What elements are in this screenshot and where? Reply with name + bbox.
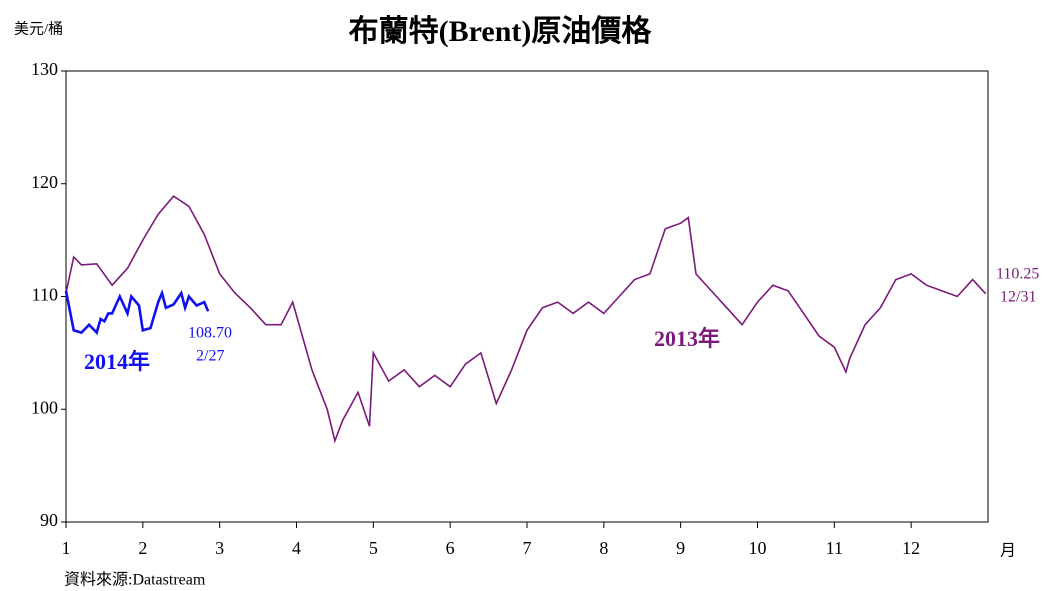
x-tick-label: 8 bbox=[599, 538, 608, 558]
x-tick-label: 7 bbox=[523, 538, 532, 558]
source-note: 資料來源:Datastream bbox=[64, 571, 206, 589]
x-tick-label: 3 bbox=[215, 538, 224, 558]
x-tick-label: 4 bbox=[292, 538, 301, 558]
x-tick-label: 5 bbox=[369, 538, 378, 558]
series-line bbox=[64, 289, 210, 336]
x-tick-label: 12 bbox=[902, 538, 920, 558]
value-annotation: 110.25 bbox=[996, 266, 1039, 283]
value-annotation: 108.70 bbox=[188, 325, 232, 342]
y-tick-label: 120 bbox=[31, 172, 58, 192]
plot-frame bbox=[65, 70, 989, 523]
value-annotation: 2/27 bbox=[196, 348, 224, 365]
x-tick-label: 6 bbox=[446, 538, 455, 558]
y-tick-label: 90 bbox=[40, 510, 58, 530]
x-tick-label: 9 bbox=[676, 538, 685, 558]
y-tick-label: 130 bbox=[31, 59, 58, 79]
y-axis-label: 美元/桶 bbox=[14, 20, 63, 37]
chart-title: 布蘭特(Brent)原油價格 bbox=[349, 15, 653, 48]
series-label: 2014年 bbox=[84, 349, 150, 374]
y-tick-label: 100 bbox=[31, 397, 58, 417]
x-axis-label: 月 bbox=[1000, 543, 1016, 560]
x-tick-label: 2 bbox=[138, 538, 147, 558]
y-tick-label: 110 bbox=[32, 285, 58, 305]
series-line bbox=[65, 195, 987, 444]
value-annotation: 12/31 bbox=[1000, 289, 1036, 306]
x-tick-label: 10 bbox=[749, 538, 767, 558]
series-label: 2013年 bbox=[654, 326, 720, 351]
x-tick-label: 1 bbox=[62, 538, 71, 558]
x-tick-label: 11 bbox=[826, 538, 843, 558]
